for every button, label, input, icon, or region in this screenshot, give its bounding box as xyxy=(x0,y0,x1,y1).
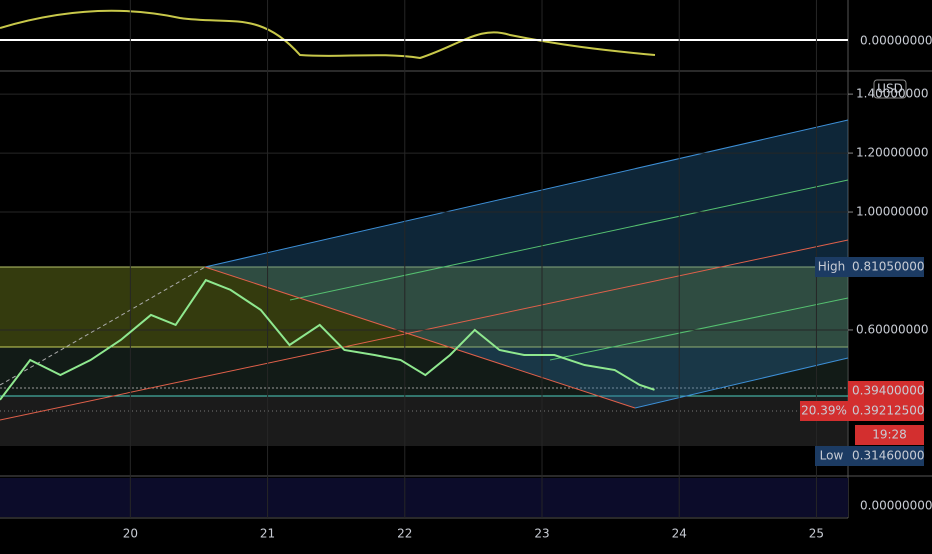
badge-tag-label: 20.39% xyxy=(801,404,847,418)
badge-label: 0.39212500 xyxy=(852,404,925,418)
pitchfork-line xyxy=(549,297,849,361)
pitchfork-fill xyxy=(205,120,848,408)
badge-tag xyxy=(815,446,848,466)
badge xyxy=(848,381,924,401)
y-tick-label: 0.60000000 xyxy=(856,322,929,336)
badge-label: 19:28 xyxy=(872,428,907,442)
pitchfork-handle xyxy=(204,266,636,409)
badge xyxy=(848,401,924,421)
currency-button[interactable] xyxy=(873,79,907,99)
price-line xyxy=(0,278,655,401)
volume-pane xyxy=(0,478,848,517)
oscillator-line xyxy=(0,9,656,60)
x-tick-label: 25 xyxy=(809,527,824,541)
badge-label: 0.81050000 xyxy=(852,260,925,274)
badge-label: 0.31460000 xyxy=(852,449,925,463)
pitchfork-line xyxy=(634,357,849,409)
pitchfork-line xyxy=(289,179,849,301)
y-tick-label: 1.40000000 xyxy=(856,87,929,101)
y-tick-label: 1.00000000 xyxy=(856,205,929,219)
x-tick-label: 23 xyxy=(534,527,549,541)
fib-zone xyxy=(0,267,848,347)
y-tick-label: 1.20000000 xyxy=(856,146,929,160)
badge-tag xyxy=(800,401,848,421)
badge xyxy=(848,446,924,466)
volume-zero-label: 0.00000000 xyxy=(860,499,932,513)
badge xyxy=(855,425,924,445)
currency-label: USD xyxy=(877,82,903,96)
badge-label: 0.39400000 xyxy=(852,384,925,398)
oscillator-zero-label: 0.00000000 xyxy=(860,34,932,48)
x-tick-label: 24 xyxy=(672,527,687,541)
badge-tag-label: Low xyxy=(820,449,844,463)
fib-zone xyxy=(0,396,848,446)
x-tick-label: 22 xyxy=(397,527,412,541)
pitchfork-line xyxy=(204,119,849,268)
badge-tag xyxy=(815,257,848,277)
x-tick-label: 21 xyxy=(260,527,275,541)
badge-tag-label: High xyxy=(818,260,846,274)
x-tick-label: 20 xyxy=(123,527,138,541)
trend-line xyxy=(0,266,206,386)
badge xyxy=(848,257,924,277)
